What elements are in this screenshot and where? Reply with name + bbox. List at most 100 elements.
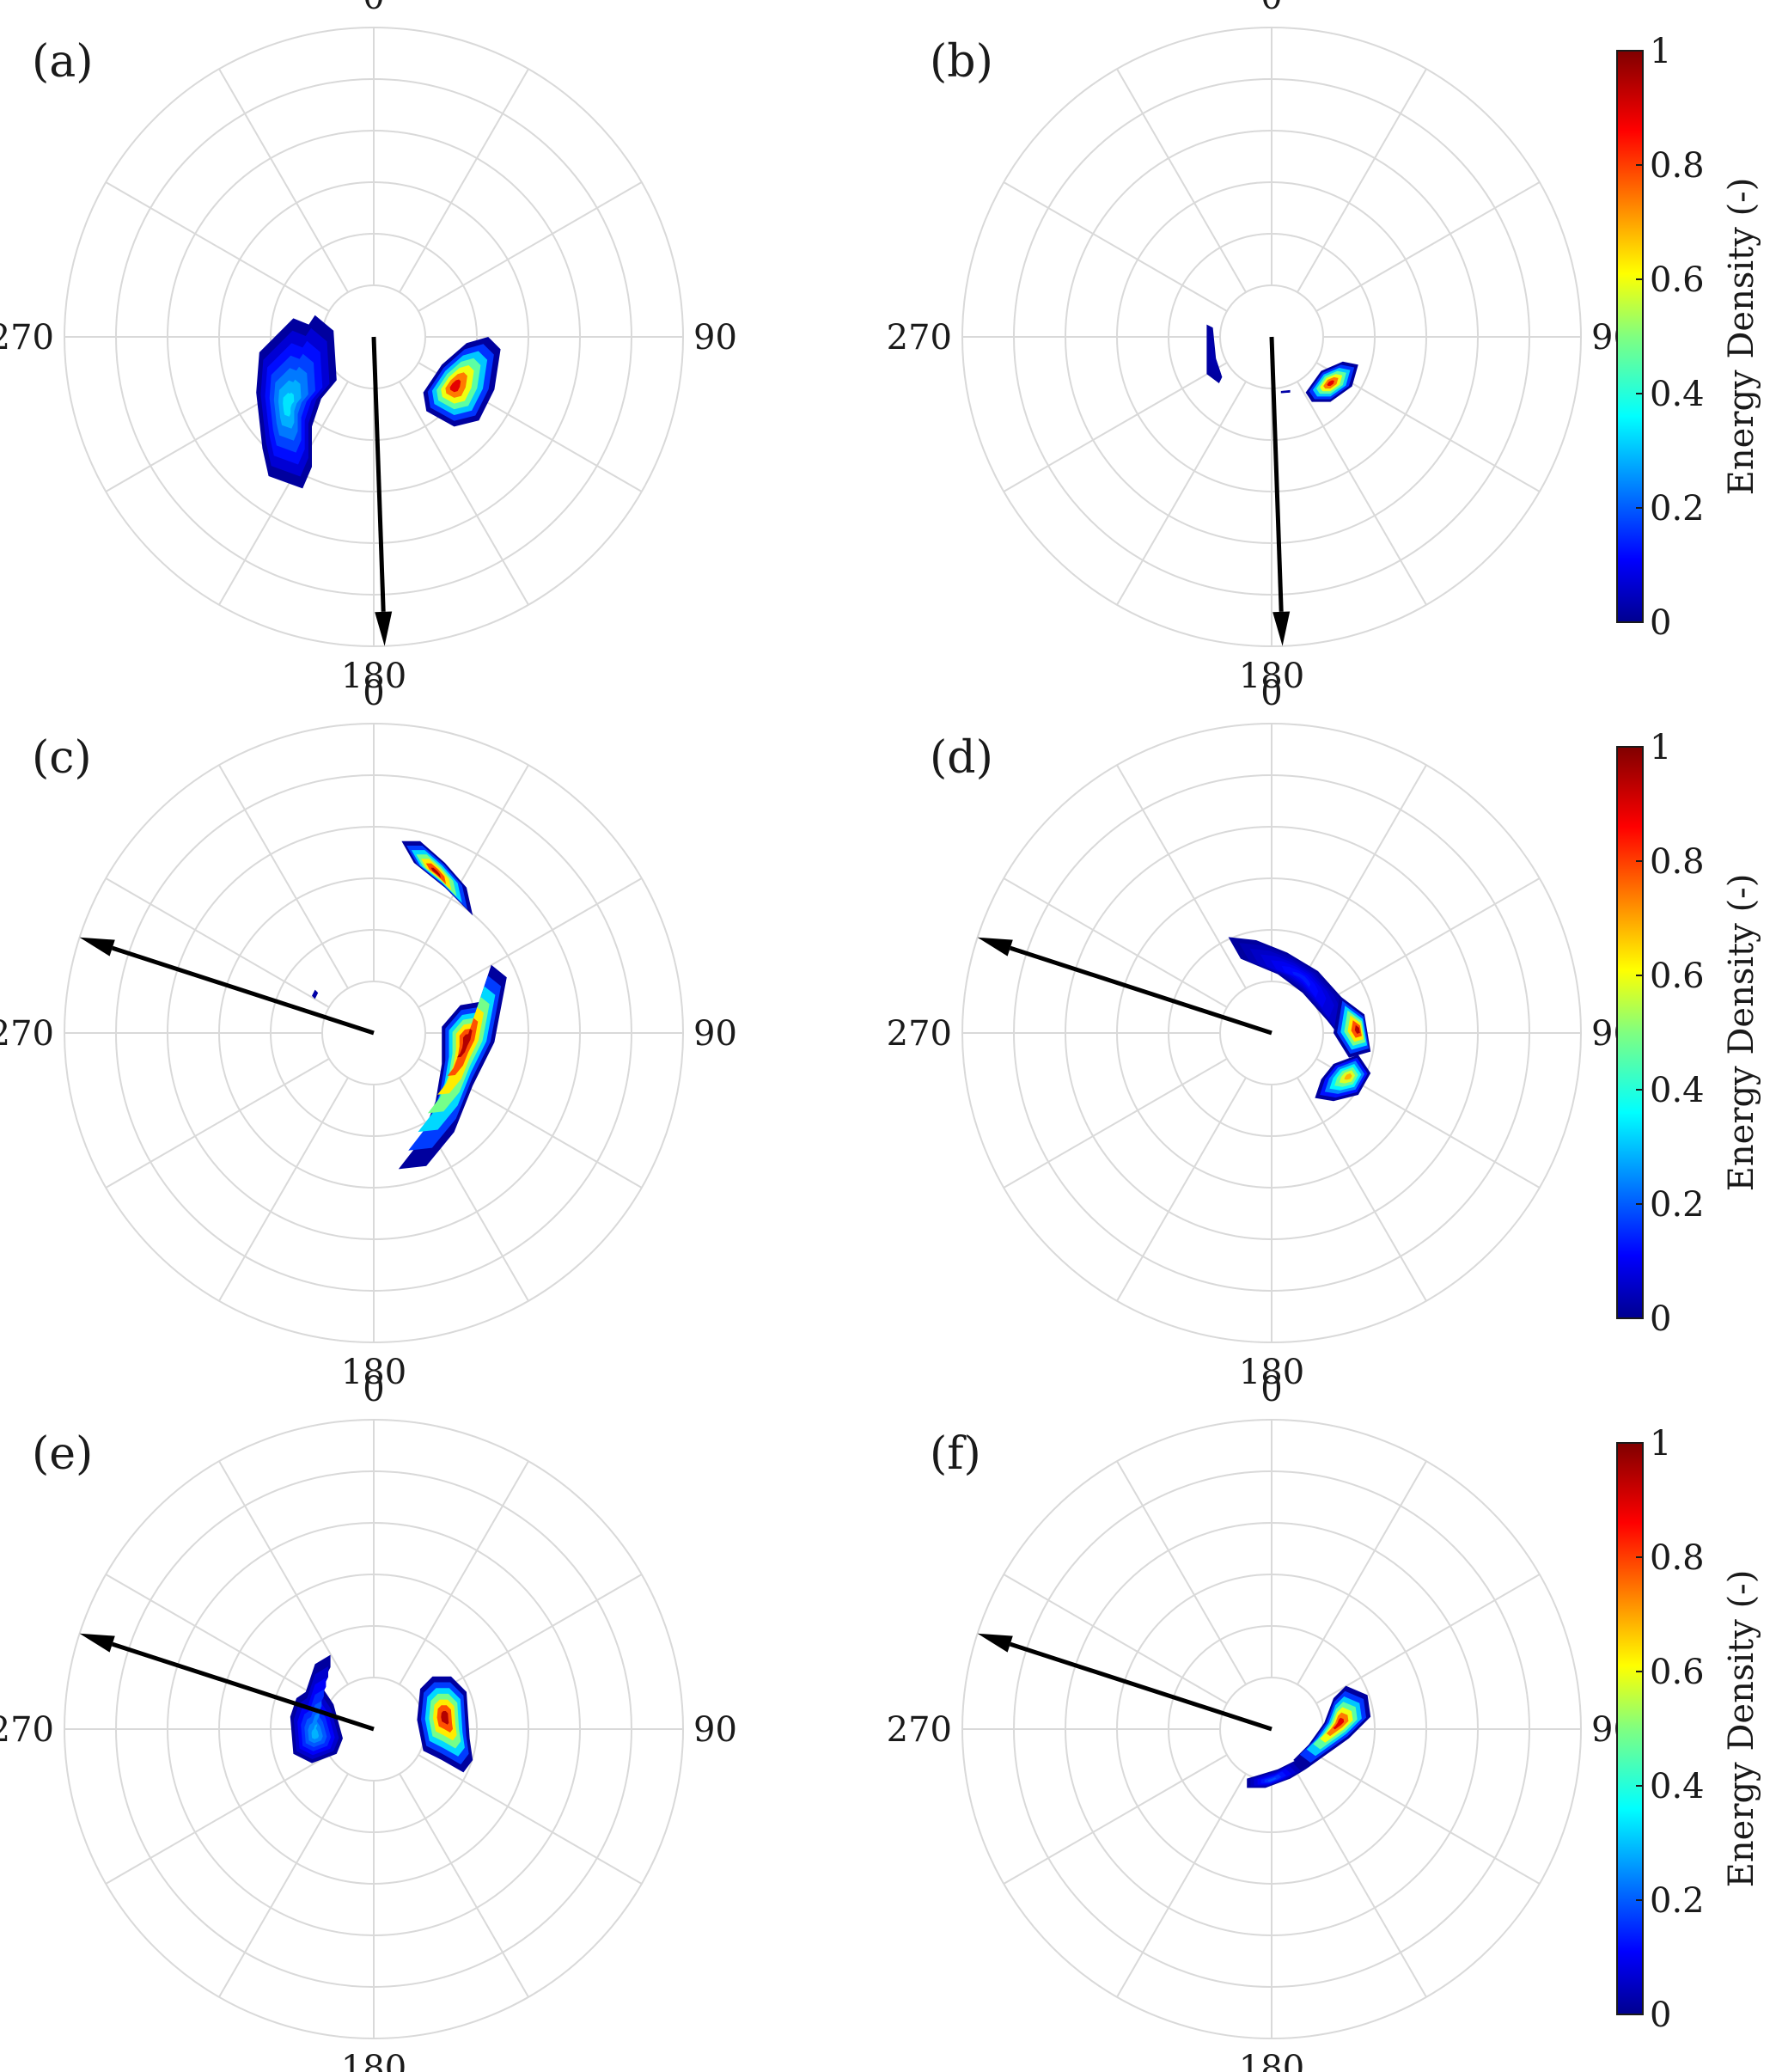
grid-spoke [1003,362,1228,492]
angle-tick-label: 270 [0,1710,54,1750]
angle-tick-label: 180 [1239,657,1304,696]
contour-level [1281,965,1319,998]
grid-spoke [418,1754,643,1885]
colorbar-tick-label: 1 [1650,32,1671,71]
contour-level [1291,971,1311,987]
colorbar-tick-label: 1 [1650,728,1671,767]
colorbar-tick-label: 0.8 [1650,146,1705,186]
grid-spoke [1315,1574,1541,1704]
grid-spoke [1116,1773,1247,1998]
grid-spoke [1297,381,1427,606]
grid-spoke [418,877,643,1008]
grid-spoke [218,381,349,606]
angle-tick-label: 270 [887,1014,952,1054]
wind-arrow-shaft [1009,1641,1272,1732]
colorbar-tick-label: 0.4 [1650,1071,1705,1110]
grid-spoke [1315,877,1541,1008]
wind-arrow-shaft [371,336,386,612]
contour-level [1211,348,1215,357]
wind-arrow-head [1272,611,1291,646]
angle-tick-label: 0 [1260,0,1282,17]
angle-tick-label: 270 [887,1710,952,1750]
angle-tick-label: 90 [693,1014,737,1054]
grid-spoke [399,1077,529,1302]
grid-spoke [1297,1460,1427,1685]
grid-spoke [1003,1058,1228,1189]
contour-level [1333,1717,1345,1730]
angle-tick-label: 90 [693,318,737,358]
contour-level [430,867,441,878]
colorbar-tick-label: 0 [1650,603,1671,643]
colorbar-gradient [1616,1442,1644,2015]
angle-tick-label: 180 [1239,1353,1304,1392]
angle-tick-label: 180 [1239,2049,1304,2072]
grid-spoke [399,1773,529,1998]
contour-level [1354,1024,1360,1034]
panel-label: (d) [930,732,993,784]
colorbar-tick-label: 0.4 [1650,1767,1705,1806]
contour-level [314,993,316,995]
grid-spoke [418,181,643,312]
contour-level [311,1724,320,1739]
colorbar-tick-label: 0.6 [1650,260,1705,300]
angle-tick-label: 0 [1260,674,1282,713]
contour-level [1327,380,1334,386]
grid-spoke [1315,181,1541,312]
colorbar-tick-label: 0.4 [1650,375,1705,414]
grid-spoke [1297,764,1427,989]
grid-spoke [1116,68,1247,293]
colorbar: 0 0.2 0.4 0.6 0.8 1 Energy Density (-) [1616,32,1761,643]
wind-arrow-shaft [1269,336,1284,612]
colorbar-tick-label: 0.2 [1650,489,1705,529]
grid-spoke [218,1773,349,1998]
grid-spoke [105,877,330,1008]
colorbar-title: Energy Density (-) [1722,1570,1761,1888]
wind-arrow-head [79,1633,115,1653]
grid-spoke [1116,381,1247,606]
angle-tick-label: 0 [363,674,384,713]
colorbar: 0 0.2 0.4 0.6 0.8 1 Energy Density (-) [1616,1424,1761,2035]
panel-label: (c) [32,732,92,784]
colorbar-title: Energy Density (-) [1722,178,1761,496]
colorbar-tick-label: 0.8 [1650,842,1705,882]
colorbar-tick-label: 0.2 [1650,1185,1705,1225]
contour-level [449,379,461,393]
grid-spoke [218,764,349,989]
grid-spoke [1297,1077,1427,1302]
colorbar-gradient [1616,50,1644,623]
grid-spoke [399,68,529,293]
angle-tick-label: 270 [887,318,952,358]
grid-spoke [105,1574,330,1704]
grid-spoke [1116,1460,1247,1685]
colorbar-tick-label: 0 [1650,1996,1671,2035]
colorbar-tick-label: 0.6 [1650,1653,1705,1692]
angle-tick-label: 180 [341,1353,406,1392]
colorbar-tick-label: 1 [1650,1424,1671,1464]
contour-level [425,863,447,885]
contour-level [1271,960,1327,1008]
colorbar-tick-label: 0.8 [1650,1538,1705,1578]
wind-arrow-shaft [111,1641,375,1732]
contour-level [1285,391,1286,392]
contour-level [456,1029,473,1058]
grid-spoke [1116,1077,1247,1302]
polar-panel: 0 90 180 270 (a) [0,0,737,696]
grid-spoke [105,1754,330,1885]
contour-level [441,1711,449,1725]
grid-spoke [218,1077,349,1302]
grid-spoke [218,1460,349,1685]
colorbar-tick-label: 0.6 [1650,957,1705,996]
contour-level [283,392,295,417]
wind-arrow-shaft [111,945,375,1036]
colorbar: 0 0.2 0.4 0.6 0.8 1 Energy Density (-) [1616,728,1761,1339]
grid-spoke [1003,1574,1228,1704]
grid-spoke [1003,181,1228,312]
colorbar-title: Energy Density (-) [1722,874,1761,1192]
grid-spoke [1003,877,1228,1008]
grid-spoke [399,381,529,606]
